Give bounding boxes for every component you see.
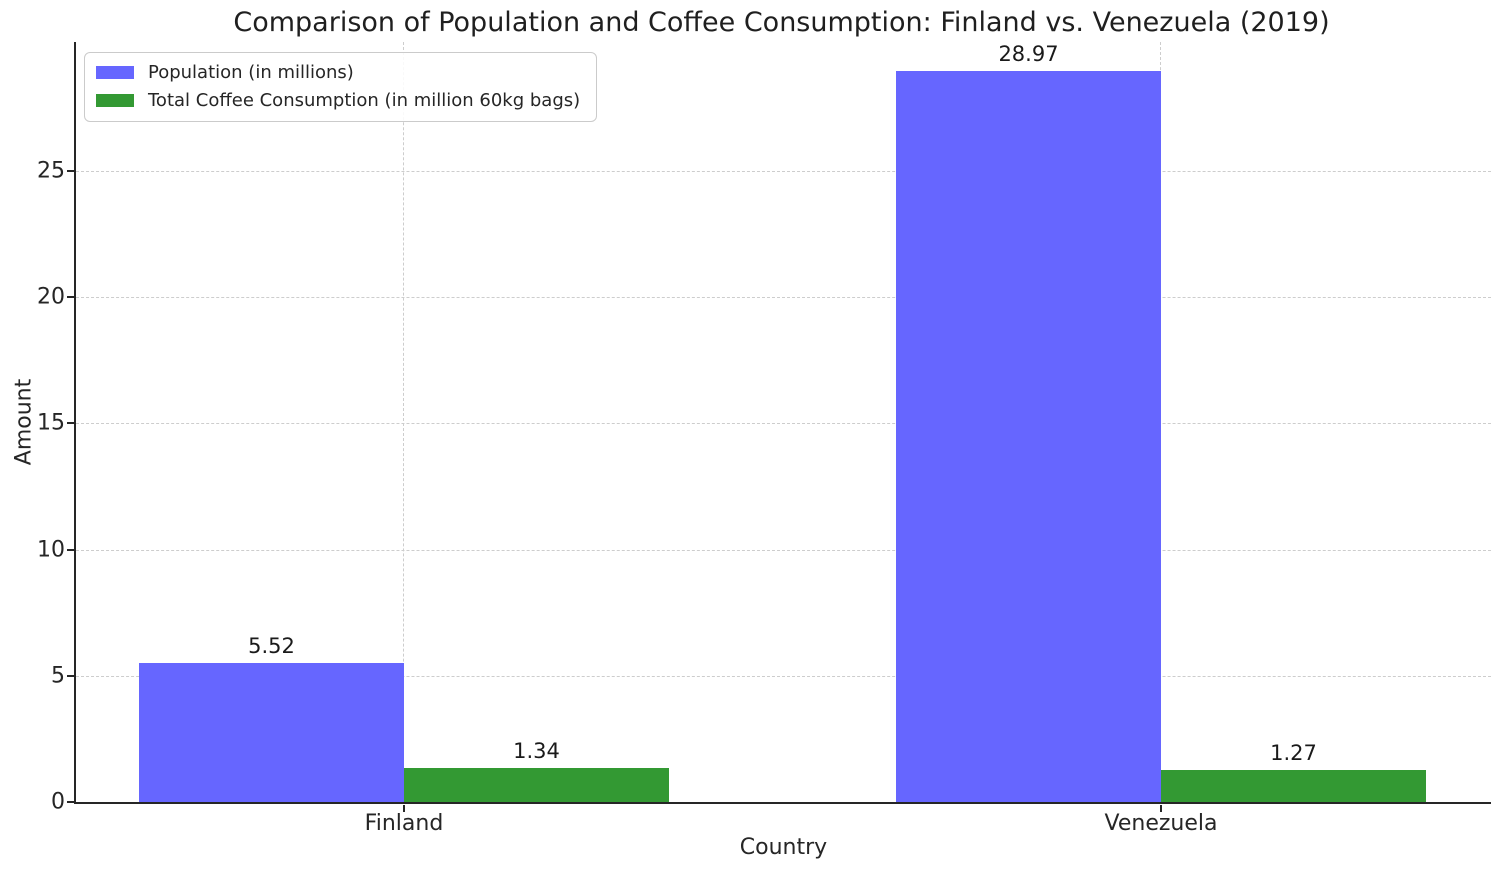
y-gridline	[76, 297, 1491, 299]
legend-label-coffee: Total Coffee Consumption (in million 60k…	[148, 90, 581, 111]
x-tick-label: Finland	[364, 811, 444, 836]
y-tick-mark	[67, 801, 74, 803]
y-gridline	[76, 675, 1491, 677]
bar-value-label: 5.52	[248, 633, 295, 658]
bar-value-label: 1.27	[1270, 740, 1317, 765]
plot-area: Population (in millions) Total Coffee Co…	[12, 41, 1491, 860]
y-tick-mark	[67, 548, 74, 551]
y-tick-mark	[67, 422, 74, 425]
y-tick-label: 15	[37, 410, 65, 436]
y-tick-label: 20	[37, 284, 65, 310]
population-swatch-icon	[96, 66, 134, 79]
x-tick-mark	[402, 805, 405, 812]
y-axis-title: Amount	[11, 378, 37, 466]
y-tick-label: 0	[51, 789, 65, 815]
y-tick-mark	[67, 169, 74, 172]
bar-value-label: 1.34	[513, 739, 560, 764]
y-tick-label: 25	[37, 158, 65, 184]
x-axis-title: Country	[739, 835, 828, 860]
x-tick-label: Venezuela	[1104, 811, 1218, 836]
y-tick-label: 5	[51, 663, 65, 689]
x-tick-mark	[1160, 805, 1163, 812]
coffee-bar-finland	[403, 768, 669, 802]
legend-label-population: Population (in millions)	[148, 62, 354, 83]
population-bar-finland	[138, 662, 404, 802]
y-tick-label: 10	[37, 537, 65, 563]
y-gridline	[76, 423, 1491, 425]
bar-value-label: 28.97	[998, 41, 1059, 66]
y-gridline	[76, 170, 1491, 172]
legend-item-population: Population (in millions)	[96, 62, 580, 83]
y-gridline	[76, 549, 1491, 551]
chart-title: Comparison of Population and Coffee Cons…	[233, 7, 1330, 38]
coffee-bar-venezuela	[1161, 769, 1427, 802]
coffee-swatch-icon	[96, 94, 134, 107]
y-tick-mark	[67, 296, 74, 299]
legend: Population (in millions) Total Coffee Co…	[84, 52, 598, 122]
population-bar-venezuela	[895, 70, 1161, 802]
y-tick-mark	[67, 674, 74, 677]
x-gridline	[402, 42, 404, 802]
legend-item-coffee: Total Coffee Consumption (in million 60k…	[96, 90, 580, 111]
